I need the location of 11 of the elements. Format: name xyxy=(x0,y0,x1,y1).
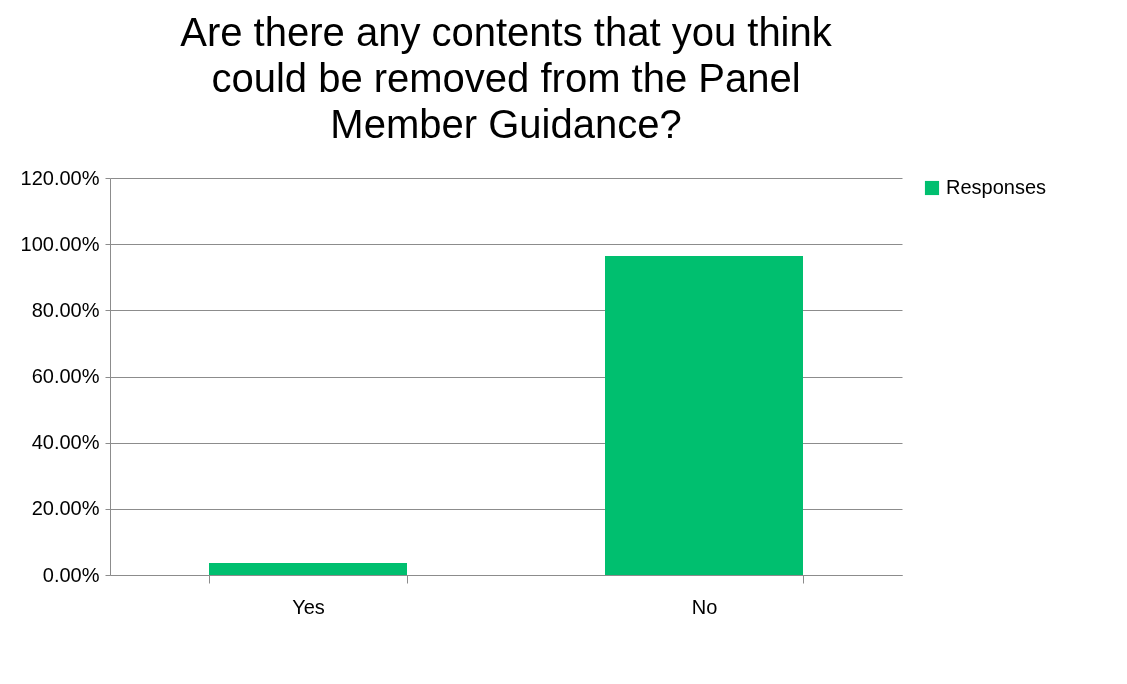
y-tick-label: 100.00% xyxy=(20,232,100,255)
y-tick-label: 20.00% xyxy=(31,497,100,520)
legend-label: Responses xyxy=(946,176,1047,198)
x-tick-label: No xyxy=(691,595,718,618)
chart-title: Are there any contents that you think could be removed from the Panel Member Guidance? xyxy=(180,10,833,146)
y-tick-label: 0.00% xyxy=(42,563,100,586)
y-tick-label: 80.00% xyxy=(31,298,100,321)
y-tick-label: 120.00% xyxy=(20,166,100,189)
y-tick-label: 60.00% xyxy=(31,365,100,387)
x-tick-label: Yes xyxy=(292,595,325,618)
y-tick-label: 40.00% xyxy=(31,431,100,454)
